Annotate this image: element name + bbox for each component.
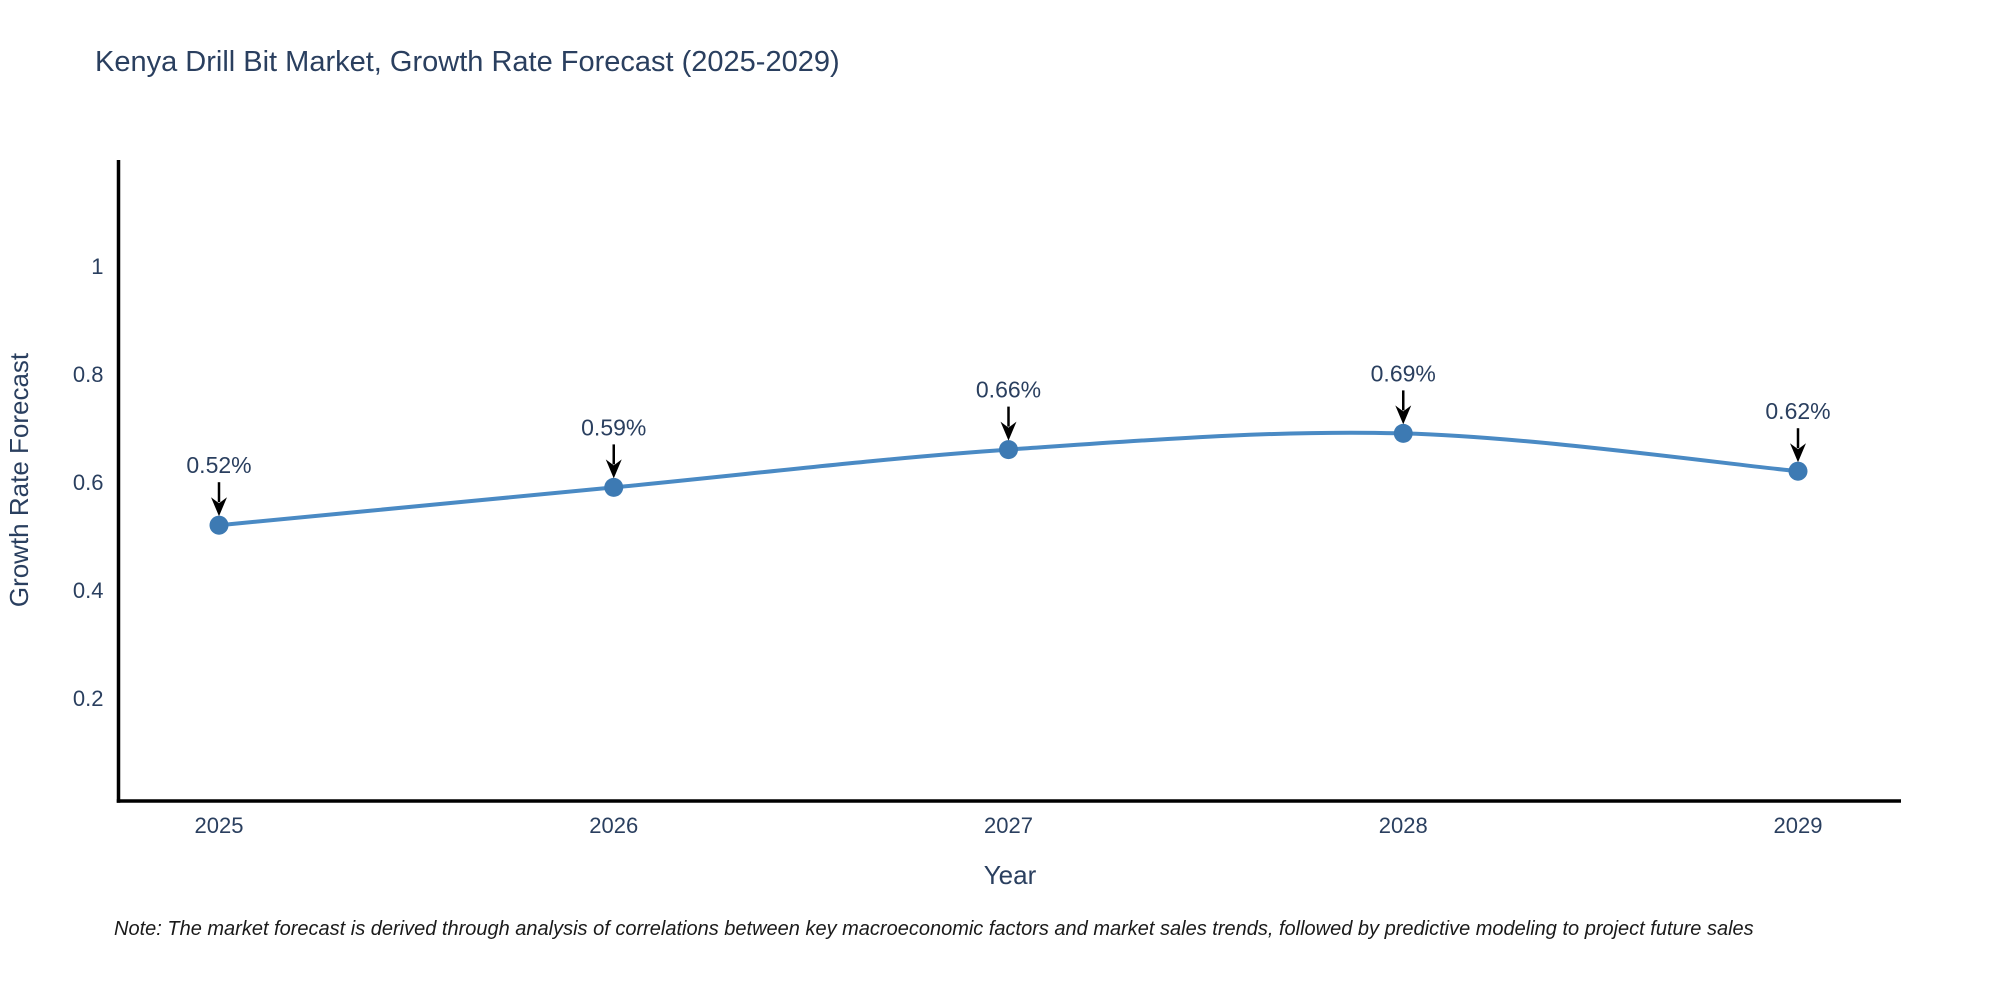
y-tick-label: 0.8: [73, 362, 104, 387]
annotation-arrow-head: [1790, 443, 1806, 463]
y-tick-label: 0.6: [73, 470, 104, 495]
data-point-2028: [1393, 423, 1413, 443]
x-tick-label: 2025: [195, 813, 244, 838]
point-annotation: 0.69%: [1371, 360, 1436, 425]
point-annotation-label: 0.52%: [186, 452, 251, 478]
x-tick-label: 2026: [589, 813, 638, 838]
point-annotation: 0.66%: [976, 377, 1041, 441]
y-tick-label: 1: [91, 254, 103, 279]
point-annotation-label: 0.66%: [976, 377, 1041, 403]
x-tick-label: 2027: [984, 813, 1033, 838]
point-annotation: 0.59%: [581, 414, 646, 479]
annotation-arrow-head: [605, 459, 622, 479]
point-annotation: 0.62%: [1765, 398, 1831, 463]
y-tick-label: 0.2: [73, 686, 104, 711]
chart-title: Kenya Drill Bit Market, Growth Rate Fore…: [95, 46, 840, 78]
point-annotation: 0.52%: [186, 452, 252, 517]
point-annotation-label: 0.59%: [581, 414, 646, 440]
point-annotation-label: 0.69%: [1371, 360, 1436, 386]
y-axis-title: Growth Rate Forecast: [4, 352, 34, 607]
point-annotation-label: 0.62%: [1765, 398, 1830, 424]
data-point-2029: [1788, 461, 1808, 481]
data-point-2025: [209, 515, 229, 535]
data-point-2026: [604, 477, 624, 497]
y-tick-label: 0.4: [73, 578, 104, 603]
x-tick-label: 2029: [1774, 813, 1823, 838]
footnote: Note: The market forecast is derived thr…: [114, 918, 1754, 940]
data-point-2027: [999, 440, 1018, 460]
x-axis-title: Year: [984, 860, 1037, 890]
annotation-arrow-head: [211, 497, 227, 517]
x-tick-label: 2028: [1379, 813, 1428, 838]
annotation-arrow-head: [1000, 421, 1017, 441]
annotation-arrow-head: [1395, 405, 1412, 425]
